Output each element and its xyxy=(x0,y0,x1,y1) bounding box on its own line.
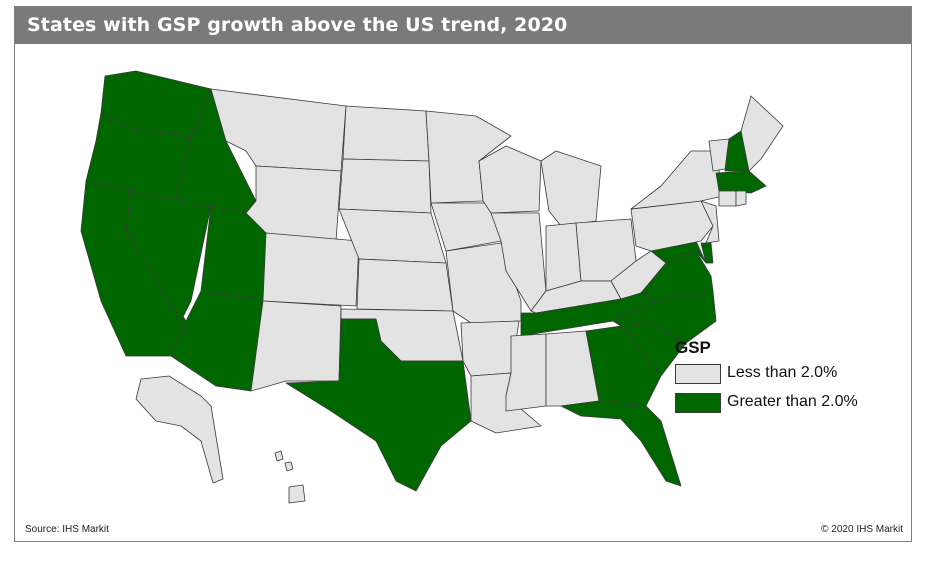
legend-label-less: Less than 2.0% xyxy=(727,364,838,381)
legend-label-greater: Greater than 2.0% xyxy=(727,393,858,410)
state-hi-1 xyxy=(288,484,306,504)
state-nm xyxy=(250,300,342,392)
state-ny xyxy=(630,150,724,210)
state-tx xyxy=(285,318,472,492)
state-hi-2 xyxy=(274,450,284,462)
source-note: Source: IHS Markit xyxy=(25,524,109,535)
state-de xyxy=(700,242,714,264)
state-ak xyxy=(135,375,224,484)
state-ct xyxy=(718,190,737,207)
state-co xyxy=(262,232,360,307)
state-me xyxy=(740,95,784,172)
state-fl xyxy=(560,400,682,487)
state-mi xyxy=(540,150,602,227)
legend-title: GSP xyxy=(675,338,711,357)
legend-swatch-greater xyxy=(675,393,721,413)
legend-swatch-less xyxy=(675,364,721,384)
state-sd xyxy=(338,158,432,214)
us-states-map xyxy=(80,70,784,504)
copyright-note: © 2020 IHS Markit xyxy=(821,524,903,535)
state-ri xyxy=(735,190,747,207)
state-in xyxy=(545,222,582,292)
state-nj xyxy=(700,200,720,244)
state-hi-3 xyxy=(284,461,294,472)
state-ma xyxy=(715,170,767,194)
state-ga xyxy=(585,325,662,407)
state-nd xyxy=(342,105,430,162)
map-title: States with GSP growth above the US tren… xyxy=(27,14,568,36)
map-figure: States with GSP growth above the US tren… xyxy=(14,6,912,542)
state-wi xyxy=(478,145,542,214)
state-pa xyxy=(630,200,714,252)
state-ar xyxy=(460,320,520,377)
title-bar: States with GSP growth above the US tren… xyxy=(15,7,911,44)
state-ks xyxy=(356,258,454,312)
state-ms xyxy=(505,333,547,412)
